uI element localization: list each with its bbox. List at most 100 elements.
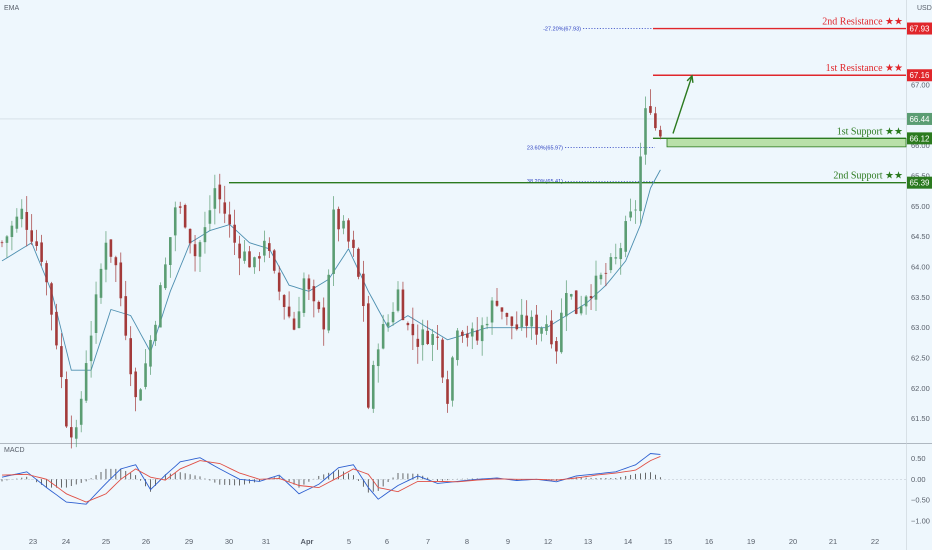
time-axis-tick: 22: [871, 537, 879, 546]
candle-body: [65, 379, 68, 427]
candle-body: [0, 242, 4, 244]
time-axis-tick: 21: [829, 537, 837, 546]
candle-body: [5, 236, 9, 243]
candle-body: [74, 427, 78, 439]
macd-signal-line: [1, 455, 661, 503]
candle-body: [223, 202, 227, 214]
candle-body: [565, 292, 568, 317]
candle-body: [545, 324, 548, 331]
time-axis-tick: 19: [747, 537, 755, 546]
candle-body: [297, 311, 301, 329]
level-label: 1st Support ★★: [837, 126, 903, 137]
candle-body: [505, 312, 509, 317]
candle-body: [213, 188, 217, 209]
candle-body: [441, 339, 444, 378]
time-axis-tick: 31: [262, 537, 270, 546]
price-axis-tick: 62.50: [911, 354, 930, 363]
candle-body: [337, 208, 340, 230]
macd-axis-tick: −0.50: [911, 496, 930, 505]
candle-body: [381, 324, 385, 349]
candle-body: [164, 264, 167, 289]
candle-body: [634, 209, 637, 211]
candle-body: [188, 228, 192, 244]
price-axis-tick: 63.50: [911, 293, 930, 302]
projection-arrow: [672, 75, 693, 134]
candle-body: [94, 294, 98, 333]
current-price-badge: [907, 112, 932, 125]
candle-body: [10, 225, 14, 238]
candle-body: [119, 262, 123, 299]
candle-body: [406, 323, 410, 326]
candle-body: [624, 221, 627, 252]
candle-body: [560, 312, 563, 353]
candle-body: [510, 316, 514, 326]
candle-body: [540, 327, 543, 334]
candle-body: [282, 295, 286, 308]
candle-body: [391, 311, 395, 323]
candle-body: [193, 244, 197, 257]
candle-body: [238, 243, 241, 259]
candle-body: [659, 129, 662, 137]
candle-body: [500, 307, 504, 312]
price-axis-tick: 64.00: [911, 263, 930, 272]
candle-body: [485, 323, 489, 326]
candle-body: [317, 301, 321, 310]
candle-body: [490, 300, 494, 323]
candle-body: [362, 273, 365, 307]
candle-body: [134, 371, 137, 398]
candle-body: [322, 307, 326, 330]
time-axis-tick: 8: [465, 537, 469, 546]
candle-body: [109, 239, 113, 257]
candle-body: [40, 242, 43, 262]
level-price-badge: [907, 69, 932, 82]
candle-body: [248, 251, 251, 268]
candle-body: [347, 220, 350, 242]
candle-body: [114, 257, 118, 266]
candle-body: [243, 251, 246, 261]
candle-body: [139, 389, 142, 401]
candle-body: [495, 300, 499, 306]
candle-body: [599, 274, 603, 280]
candle-body: [604, 272, 608, 274]
support-zone: [666, 137, 907, 148]
level-price-badge-text: 67.93: [909, 25, 930, 34]
candle-body: [79, 398, 83, 425]
macd-axis-tick: −1.00: [911, 516, 930, 525]
candle-body: [20, 208, 24, 220]
candle-body: [649, 106, 652, 113]
level-label: 2nd Resistance ★★: [822, 17, 903, 28]
price-axis-tick: 62.00: [911, 384, 930, 393]
candle-body: [159, 285, 162, 328]
candle-body: [327, 274, 330, 331]
level-price-badge-text: 66.12: [909, 134, 930, 143]
candle-body: [84, 363, 88, 401]
projection-arrow-head: [686, 74, 694, 83]
candle-body: [589, 296, 593, 299]
candle-body: [25, 212, 29, 230]
candle-body: [431, 334, 434, 345]
price-axis-tick: 67.00: [911, 80, 930, 89]
candle-body: [357, 248, 360, 277]
candle-body: [218, 184, 222, 200]
candle-body: [644, 108, 647, 155]
candle-body: [198, 242, 202, 257]
candle-body: [584, 296, 588, 307]
candle-body: [292, 318, 296, 330]
time-axis-tick: 9: [506, 537, 510, 546]
price-axis-tick: 63.00: [911, 323, 930, 332]
candle-body: [520, 314, 524, 328]
candle-body: [307, 278, 311, 290]
candle-body: [470, 328, 474, 337]
candle-body: [208, 210, 212, 224]
candle-body: [99, 268, 103, 298]
time-axis-tick: 24: [62, 537, 70, 546]
candle-body: [574, 290, 578, 314]
time-axis-tick: 20: [789, 537, 797, 546]
candle-body: [55, 311, 58, 346]
candle-body: [89, 335, 93, 362]
candle-body: [352, 239, 355, 248]
level-label: 1st Resistance ★★: [826, 63, 903, 74]
time-axis-tick: 6: [385, 537, 389, 546]
candle-body: [268, 243, 271, 251]
